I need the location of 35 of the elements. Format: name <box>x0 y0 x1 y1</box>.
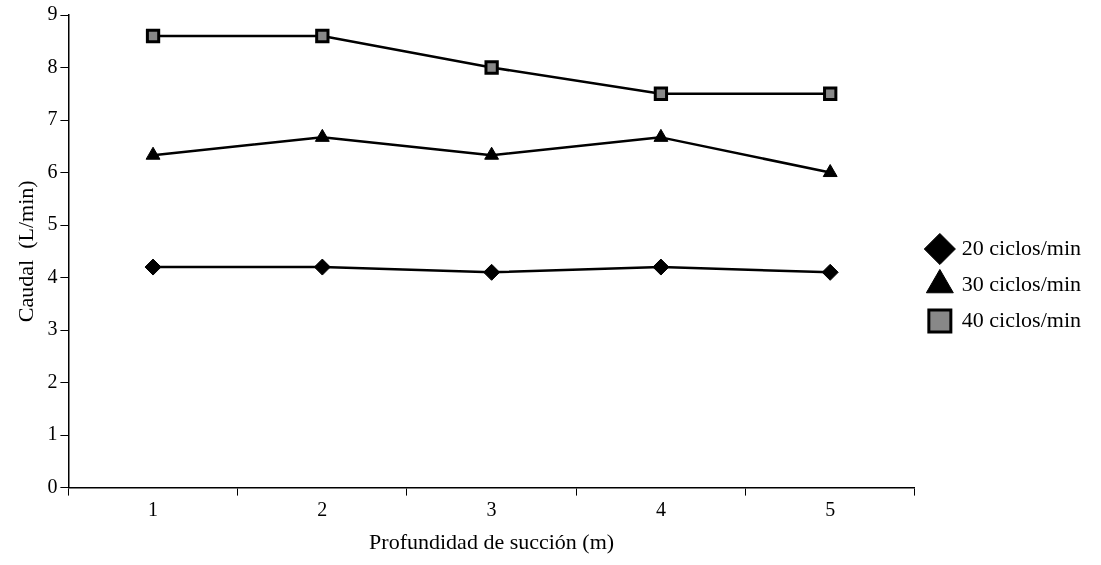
point <box>653 86 669 101</box>
point <box>144 258 162 276</box>
point <box>821 263 839 281</box>
point <box>483 263 501 281</box>
x-tick-label: 4 <box>655 497 666 520</box>
point <box>315 28 330 44</box>
point <box>145 146 161 160</box>
point <box>145 28 161 44</box>
point <box>484 146 500 160</box>
y-tick-label: 6 <box>47 159 58 182</box>
y-tick-label: 1 <box>47 422 58 445</box>
x-tick-label: 2 <box>317 497 328 520</box>
y-tick-label: 7 <box>47 107 58 130</box>
x-tick-label: 3 <box>486 497 497 520</box>
y-axis-title: Caudal (L/min) <box>12 180 38 323</box>
legend-label: 40 ciclos/min <box>961 306 1081 332</box>
y-tick-label: 9 <box>47 2 58 25</box>
legend-label: 20 ciclos/min <box>961 234 1081 260</box>
y-tick-label: 2 <box>47 369 58 392</box>
point <box>313 258 331 276</box>
y-tick-label: 3 <box>47 317 58 340</box>
x-tick-label: 1 <box>148 497 159 520</box>
point <box>652 258 670 276</box>
point <box>822 164 838 178</box>
x-axis-title: Profundidad de succión (m) <box>369 528 615 554</box>
y-tick-label: 5 <box>47 212 58 235</box>
point <box>653 128 669 142</box>
x-tick-label: 5 <box>825 497 836 520</box>
y-tick-label: 8 <box>47 54 58 77</box>
point <box>484 60 499 75</box>
legend-label: 30 ciclos/min <box>961 270 1081 296</box>
y-tick-label: 4 <box>47 264 58 287</box>
y-tick-label: 0 <box>47 474 58 497</box>
point <box>823 86 838 101</box>
point <box>314 128 330 142</box>
